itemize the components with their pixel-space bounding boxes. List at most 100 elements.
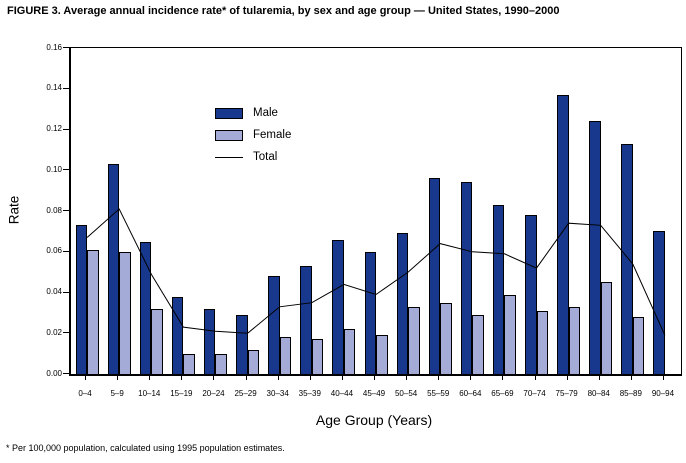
female-bar-75–79 [568, 306, 581, 374]
female-bar-25–29 [247, 349, 260, 374]
y-tick-mark [63, 373, 69, 374]
y-tick-mark [63, 210, 69, 211]
female-bar-50–54 [408, 306, 420, 374]
y-tick-mark [63, 332, 69, 334]
x-axis-title: Age Group (Years) [315, 412, 433, 428]
male-bar-65–69 [492, 204, 505, 374]
x-tick-mark [149, 375, 151, 380]
x-tick-mark [117, 375, 119, 380]
x-tick-label-20–24: 20–24 [202, 389, 225, 398]
x-tick-mark [341, 375, 343, 380]
male-bar-45–49 [364, 251, 376, 374]
x-tick-label-60–64: 60–64 [459, 389, 482, 398]
x-tick-mark [598, 375, 600, 380]
x-tick-label-70–74: 70–74 [523, 389, 546, 398]
male-bar-35–39 [300, 266, 312, 374]
x-tick-mark [245, 375, 247, 380]
x-tick-label-80–84: 80–84 [587, 389, 610, 398]
male-bar-60–64 [460, 182, 473, 374]
x-tick-label-75–79: 75–79 [555, 389, 578, 398]
y-tick-label: 0.12 [46, 124, 62, 133]
male-bar-10–14 [139, 241, 152, 374]
x-tick-label-45–49: 45–49 [362, 389, 386, 398]
y-tick-mark [63, 250, 69, 252]
y-tick-mark [63, 291, 69, 293]
y-tick-mark [63, 169, 69, 171]
legend-male-swatch [215, 107, 243, 119]
female-bar-60–64 [472, 314, 484, 374]
x-tick-label-10–14: 10–14 [138, 389, 161, 398]
female-bar-15–19 [183, 353, 195, 374]
y-tick-label: 0.00 [46, 368, 62, 378]
x-tick-mark [374, 375, 375, 380]
legend-item-female: Female [215, 124, 291, 146]
x-tick-mark [630, 375, 632, 380]
male-bar-90–94 [653, 231, 665, 374]
female-bar-10–14 [151, 308, 163, 374]
x-tick-label-35–39: 35–39 [298, 389, 321, 398]
y-tick-label: 0.06 [46, 246, 62, 256]
figure-title: FIGURE 3. Average annual incidence rate*… [7, 5, 560, 17]
y-tick-label: 0.04 [46, 287, 62, 296]
x-tick-mark [502, 375, 504, 380]
female-bar-5–9 [119, 251, 131, 374]
x-tick-label-40–44: 40–44 [330, 389, 354, 398]
male-bar-30–34 [268, 276, 280, 374]
y-tick-label: 0.14 [46, 83, 62, 93]
male-bar-70–74 [525, 215, 537, 374]
legend-item-male: Male [215, 102, 291, 124]
female-bar-45–49 [376, 335, 388, 374]
x-tick-label-50–54: 50–54 [394, 389, 418, 398]
female-bar-65–69 [504, 294, 516, 374]
y-tick-label: 0.08 [46, 205, 62, 215]
x-tick-mark [309, 375, 311, 380]
x-tick-mark [85, 375, 87, 380]
female-bar-70–74 [536, 310, 549, 374]
female-bar-80–84 [600, 282, 613, 374]
legend-male-label: Male [253, 107, 278, 119]
x-tick-mark [406, 375, 408, 380]
female-bar-35–39 [311, 339, 324, 374]
x-tick-mark [534, 375, 536, 380]
legend-female-swatch [215, 129, 243, 141]
x-tick-mark [438, 375, 440, 380]
legend-item-total: Total [215, 146, 291, 168]
x-tick-mark [181, 375, 183, 380]
legend-female-label: Female [253, 129, 292, 141]
male-bar-5–9 [107, 164, 120, 374]
y-tick-mark [63, 128, 69, 130]
male-bar-80–84 [589, 121, 601, 374]
female-bar-85–89 [632, 316, 645, 374]
male-bar-0–4 [75, 225, 88, 374]
female-bar-40–44 [343, 329, 356, 374]
plot-area: Male Female Total [69, 47, 682, 376]
female-bar-30–34 [279, 337, 292, 374]
x-tick-label-30–34: 30–34 [266, 389, 289, 398]
y-tick-mark [63, 47, 69, 48]
x-tick-label-85–89: 85–89 [619, 389, 642, 398]
male-bar-55–59 [428, 178, 441, 374]
legend: Male Female Total [215, 102, 291, 168]
x-tick-mark [213, 375, 215, 380]
male-bar-40–44 [332, 239, 344, 374]
male-bar-50–54 [396, 233, 409, 374]
male-bar-75–79 [557, 94, 569, 374]
x-tick-label-5–9: 5–9 [110, 389, 124, 398]
x-tick-mark [662, 375, 664, 380]
x-tick-label-90–94: 90–94 [651, 389, 675, 398]
total-line [86, 208, 666, 336]
legend-total-line-swatch [215, 156, 243, 158]
male-bar-25–29 [236, 314, 248, 374]
x-tick-mark [566, 375, 568, 380]
y-tick-label: 0.10 [46, 164, 62, 174]
male-bar-85–89 [621, 143, 633, 374]
x-tick-label-25–29: 25–29 [234, 389, 257, 398]
male-bar-15–19 [171, 296, 184, 374]
male-bar-20–24 [203, 308, 216, 374]
x-tick-mark [470, 375, 472, 380]
female-bar-55–59 [440, 302, 452, 374]
x-tick-label-65–69: 65–69 [491, 389, 514, 398]
x-tick-label-55–59: 55–59 [427, 389, 450, 398]
y-axis-title: Rate [6, 195, 22, 225]
